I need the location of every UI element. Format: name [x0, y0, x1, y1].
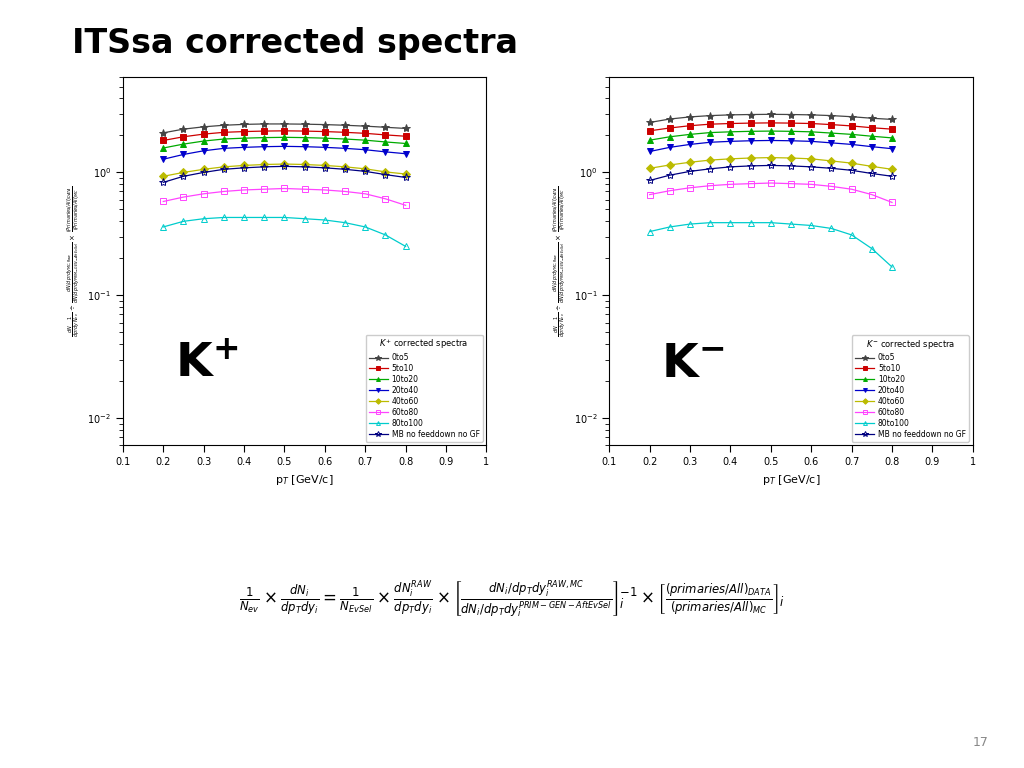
Text: 17: 17	[972, 736, 988, 749]
X-axis label: p$_{T}$ [GeV/c]: p$_{T}$ [GeV/c]	[762, 473, 820, 487]
Text: $\mathbf{K^{-}}$: $\mathbf{K^{-}}$	[662, 341, 725, 387]
Text: $\mathbf{K^{+}}$: $\mathbf{K^{+}}$	[175, 341, 238, 387]
Legend: 0to5, 5to10, 10to20, 20to40, 40to60, 60to80, 80to100, MB no feeddown no GF: 0to5, 5to10, 10to20, 20to40, 40to60, 60t…	[366, 335, 482, 442]
X-axis label: p$_{T}$ [GeV/c]: p$_{T}$ [GeV/c]	[275, 473, 334, 487]
Y-axis label: $\frac{dN}{dp_T dy} \frac{1}{N_{ev}}$ $\div$ $\frac{dN/dp_T dy_{MC,Raw}}{dN/dp_T: $\frac{dN}{dp_T dy} \frac{1}{N_{ev}}$ $\…	[66, 186, 82, 336]
Text: $\frac{1}{N_{ev}} \times \frac{dN_i}{dp_T dy_i} = \frac{1}{N_{EvSel}} \times \fr: $\frac{1}{N_{ev}} \times \frac{dN_i}{dp_…	[239, 578, 785, 620]
Legend: 0to5, 5to10, 10to20, 20to40, 40to60, 60to80, 80to100, MB no feeddown no GF: 0to5, 5to10, 10to20, 20to40, 40to60, 60t…	[852, 335, 969, 442]
Y-axis label: $\frac{dN}{dp_T dy} \frac{1}{N_{ev}}$ $\div$ $\frac{dN/dp_T dy_{MC,Raw}}{dN/dp_T: $\frac{dN}{dp_T dy} \frac{1}{N_{ev}}$ $\…	[552, 186, 568, 336]
Text: ITSsa corrected spectra: ITSsa corrected spectra	[72, 27, 518, 60]
